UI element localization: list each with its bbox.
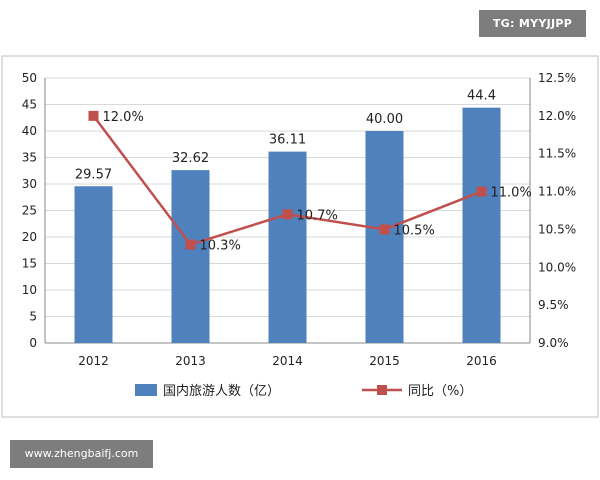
line-value-label: 10.5% [394,223,435,238]
left-tick-label: 50 [22,71,37,85]
right-tick-label: 10.0% [538,260,576,274]
bar-value-label: 32.62 [172,151,209,166]
watermark-badge-top: TG: MYYJJPP [479,10,586,37]
bar [462,107,501,344]
bar-value-label: 29.57 [75,167,112,182]
legend-line-label: 同比（%） [408,384,472,399]
x-axis-ticks: 2012 2013 2014 2015 2016 [78,354,497,368]
left-tick-label: 5 [29,310,37,324]
line-point [88,110,99,121]
x-tick-label: 2012 [78,354,109,368]
left-tick-label: 40 [22,124,37,138]
x-tick-label: 2014 [272,354,303,368]
chart-container: 0 5 10 15 20 25 30 35 40 45 50 9.0% 9.5% 10.0% 10.5% 1… [0,54,600,419]
watermark-badge-bottom: www.zhengbaifj.com [10,440,153,468]
bar [268,151,307,343]
line-point [476,186,487,197]
bar-value-label: 40.00 [366,112,403,127]
right-tick-label: 11.0% [538,185,576,199]
bar [171,170,210,343]
right-axis-ticks: 9.0% 9.5% 10.0% 10.5% 11.0% 11.5% 12.0% 12.5% [538,71,576,350]
line-value-label: 11.0% [491,186,532,201]
line-value-label: 12.0% [103,110,144,125]
left-tick-label: 25 [22,204,37,218]
bar [365,131,404,343]
line-value-label: 10.3% [200,239,241,254]
line-series [88,110,487,250]
bar-value-label: 36.11 [269,133,306,148]
left-tick-label: 10 [22,283,37,297]
bar-data-labels: 29.57 32.62 36.11 40.00 44.4 [75,89,496,183]
left-axis-ticks: 0 5 10 15 20 25 30 35 40 45 50 [22,71,37,350]
bar-value-label: 44.4 [467,89,496,104]
x-tick-label: 2015 [369,354,400,368]
right-tick-label: 12.5% [538,71,576,85]
bar-series [74,107,501,344]
right-tick-label: 9.0% [538,336,569,350]
line-data-labels: 12.0% 10.3% 10.7% 10.5% 11.0% [103,110,532,254]
legend-line-marker [377,385,387,395]
gridlines [44,77,531,344]
left-tick-label: 0 [29,336,37,350]
line-point [379,224,390,235]
right-tick-label: 10.5% [538,222,576,236]
right-tick-label: 11.5% [538,147,576,161]
right-tick-label: 12.0% [538,109,576,123]
bar [74,186,113,343]
line-point [185,239,196,250]
legend: 国内旅游人数（亿） 同比（%） [135,383,472,399]
x-tick-label: 2013 [175,354,206,368]
left-tick-label: 45 [22,98,37,112]
left-tick-label: 35 [22,151,37,165]
line-value-label: 10.7% [297,208,338,223]
left-tick-label: 30 [22,177,37,191]
left-tick-label: 20 [22,230,37,244]
legend-bar-label: 国内旅游人数（亿） [163,383,280,399]
left-tick-label: 15 [22,257,37,271]
x-tick-label: 2016 [466,354,497,368]
legend-bar-swatch [135,384,157,396]
right-tick-label: 9.5% [538,298,569,312]
line-point [282,209,293,220]
